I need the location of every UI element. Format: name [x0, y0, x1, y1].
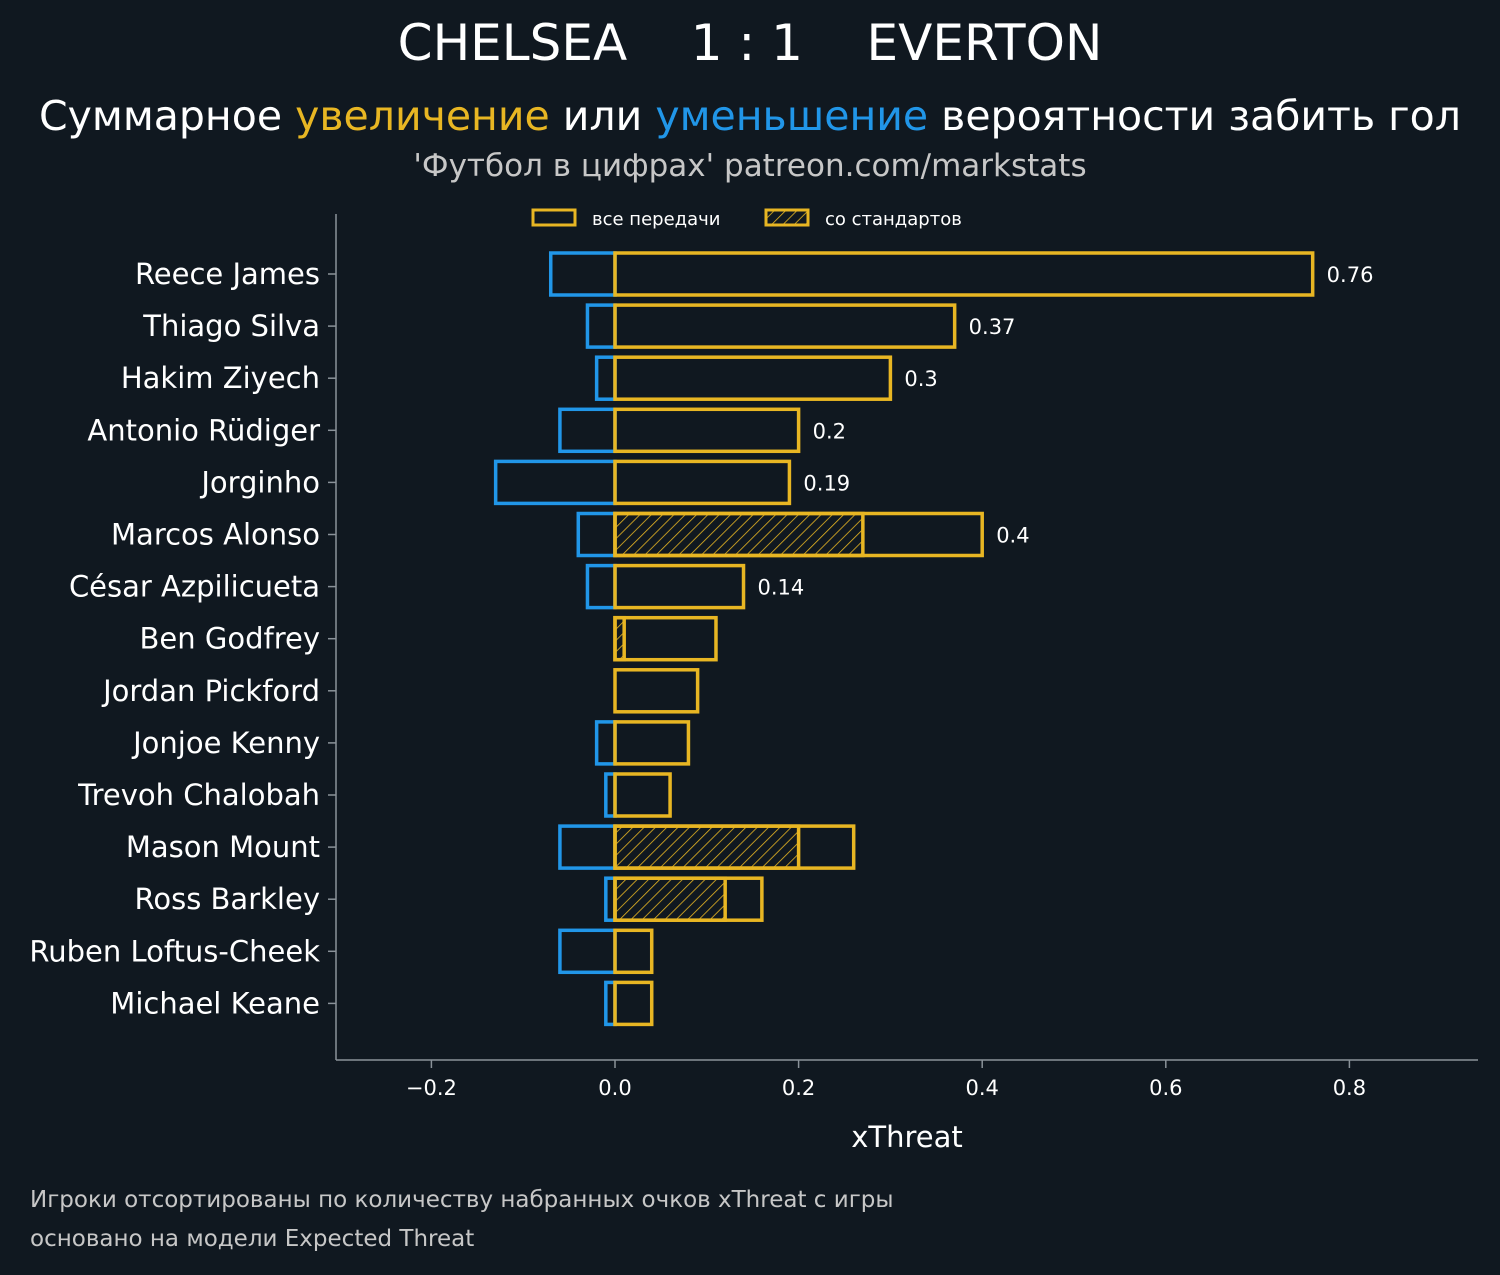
value-label: 0.2 [813, 419, 846, 443]
increase-bar [613, 824, 856, 870]
x-tick-label: 0.2 [782, 1076, 815, 1100]
subtitle-decrease-word: уменьшение [655, 92, 929, 140]
x-tick-label: 0.8 [1333, 1076, 1366, 1100]
decrease-bar [558, 928, 617, 975]
y-tick-label: Antonio Rüdiger [87, 413, 320, 447]
increase-bar [613, 563, 746, 610]
x-tick-label: 0.4 [965, 1076, 998, 1100]
increase-bar [613, 615, 718, 662]
footnote-line-1: Игроки отсортированы по количеству набра… [30, 1187, 894, 1213]
decrease-bar [548, 251, 617, 297]
decrease-bar [585, 563, 617, 610]
value-label: 0.4 [996, 524, 1029, 548]
y-tick-label: Reece James [135, 257, 320, 291]
set-piece-bar [613, 511, 865, 558]
x-tick-label: 0.6 [1149, 1076, 1182, 1100]
y-tick-label: Thiago Silva [142, 309, 320, 343]
legend-swatch-all-passes [531, 208, 577, 227]
decrease-bar [576, 511, 617, 558]
legend-label-set-pieces: со стандартов [825, 209, 962, 230]
y-tick-label: César Azpilicueta [69, 570, 320, 604]
footnote-line-2: основано на модели Expected Threat [30, 1226, 475, 1252]
x-tick-label: 0.0 [598, 1076, 631, 1100]
chart-subtitle: Суммарное увеличение или уменьшение веро… [0, 92, 1500, 140]
increase-bar [613, 668, 700, 714]
increase-bar [613, 772, 672, 818]
increase-bar [613, 459, 792, 506]
y-tick-label: Jonjoe Kenny [131, 726, 320, 760]
y-tick-label: Trevoh Chalobah [77, 778, 320, 812]
y-tick-label: Michael Keane [110, 986, 320, 1020]
increase-bar [613, 355, 893, 401]
y-tick-label: Jordan Pickford [101, 674, 320, 708]
value-label: 0.3 [904, 367, 937, 391]
decrease-bar [594, 720, 617, 766]
increase-bar [613, 876, 764, 922]
value-label: 0.76 [1327, 263, 1374, 287]
chart-source: 'Футбол в цифрах' patreon.com/markstats [413, 148, 1087, 184]
x-axis-label: xThreat [851, 1120, 963, 1154]
decrease-bar [493, 459, 617, 506]
y-tick-label: Ruben Loftus-Cheek [29, 934, 320, 968]
value-label: 0.37 [969, 315, 1016, 339]
value-label: 0.19 [803, 471, 850, 495]
subtitle-part-2: или [549, 92, 656, 140]
set-piece-bar [613, 876, 727, 922]
subtitle-increase-word: увеличение [295, 92, 550, 140]
y-tick-label: Hakim Ziyech [121, 361, 320, 395]
y-tick-label: Mason Mount [126, 830, 320, 864]
increase-bar [613, 720, 691, 766]
legend-swatch-set-pieces [764, 208, 810, 227]
subtitle-part-1: Суммарное [39, 92, 296, 140]
increase-bar [613, 980, 654, 1027]
increase-bar [613, 928, 654, 975]
set-piece-bar [613, 824, 801, 870]
y-tick-label: Marcos Alonso [111, 518, 320, 552]
legend-label-all-passes: все передачи [592, 209, 720, 230]
y-tick-label: Jorginho [199, 465, 320, 499]
increase-bar [613, 407, 801, 454]
decrease-bar [558, 824, 617, 870]
subtitle-part-3: вероятности забить гол [928, 92, 1461, 140]
increase-bar [613, 303, 957, 349]
decrease-bar [594, 355, 617, 401]
chart-title: CHELSEA 1 : 1 EVERTON [397, 14, 1103, 72]
value-label: 0.14 [758, 576, 805, 600]
decrease-bar [558, 407, 617, 454]
increase-bar [613, 511, 984, 558]
increase-bar [613, 251, 1315, 297]
x-tick-label: −0.2 [406, 1076, 457, 1100]
decrease-bar [585, 303, 617, 349]
y-tick-label: Ross Barkley [135, 882, 320, 916]
y-tick-label: Ben Godfrey [140, 622, 320, 656]
